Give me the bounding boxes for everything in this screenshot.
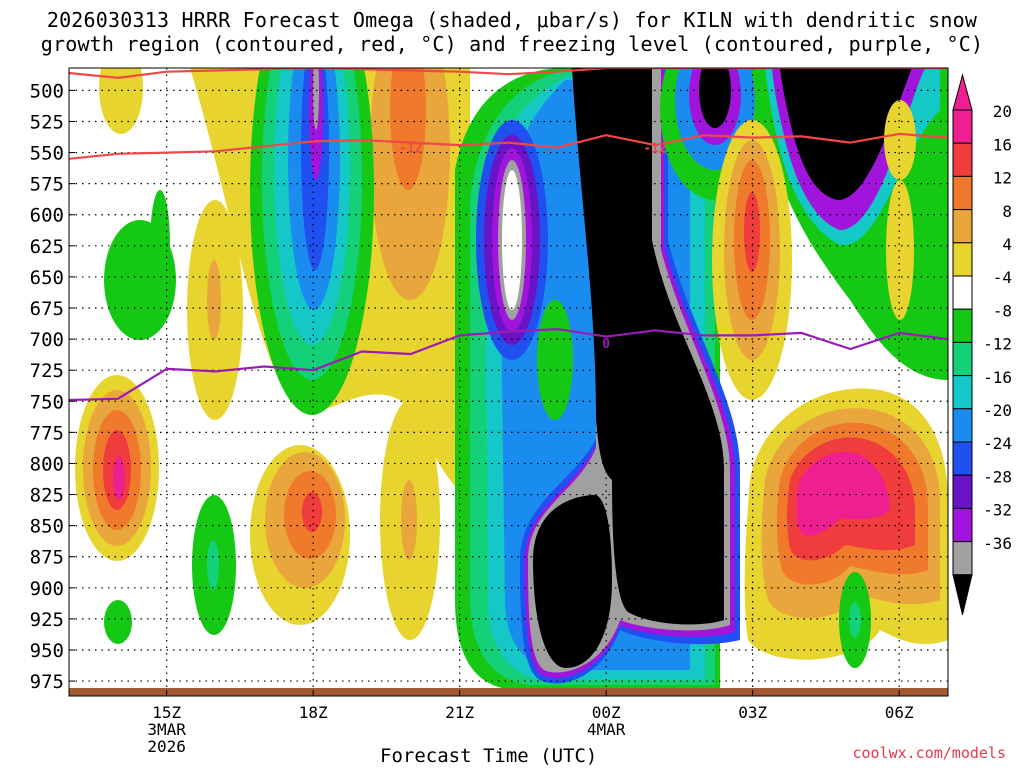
y-tick-label: 600 <box>30 205 64 227</box>
contour-lines: -12 -12 0 <box>69 68 948 402</box>
x-tick-sublabel: 3MAR <box>147 720 186 739</box>
colorbar-over-triangle <box>952 73 973 111</box>
contour-label: -12 <box>399 142 422 157</box>
y-tick-label: 850 <box>30 516 64 538</box>
ground-terrain <box>69 688 948 696</box>
grid-lines <box>69 68 948 696</box>
y-tick-label: 875 <box>30 547 64 569</box>
y-tick-label: 925 <box>30 609 64 631</box>
y-tick-label: 550 <box>30 143 64 165</box>
y-tick-label: 700 <box>30 329 64 351</box>
colorbar-band <box>952 142 973 177</box>
x-tick-label: 00Z <box>592 703 621 722</box>
colorbar-band <box>952 308 973 343</box>
x-tick-label: 06Z <box>885 703 914 722</box>
colorbar-band <box>952 441 973 476</box>
contour-label: 0 <box>602 337 610 352</box>
colorbar-label: -24 <box>983 434 1012 453</box>
colorbar-label: -32 <box>983 501 1012 520</box>
colorbar-band <box>952 275 973 310</box>
y-tick-label: 575 <box>30 174 64 196</box>
colorbar-label: -4 <box>993 268 1012 287</box>
colorbar-label: 4 <box>1002 235 1012 254</box>
x-tick-label: 21Z <box>445 703 474 722</box>
x-tick-label: 15Z <box>152 703 181 722</box>
colorbar-band <box>952 242 973 277</box>
chart-title-line-1: 2026030313 HRRR Forecast Omega (shaded, … <box>46 8 978 32</box>
y-tick-label: 725 <box>30 360 64 382</box>
y-tick-label: 525 <box>30 111 64 133</box>
colorbar-label: 16 <box>993 135 1012 154</box>
colorbar-label: 12 <box>993 169 1012 188</box>
y-tick-label: 975 <box>30 671 64 693</box>
colorbar-label: -12 <box>983 335 1012 354</box>
y-tick-label: 950 <box>30 640 64 662</box>
x-tick-sublabel: 2026 <box>147 737 186 756</box>
plot-frame <box>68 67 949 697</box>
colorbar-label: 8 <box>1002 202 1012 221</box>
colorbar-label: -36 <box>983 534 1012 553</box>
contour-line-series-0 <box>69 132 948 160</box>
x-tick-sublabel: 4MAR <box>587 720 626 739</box>
x-tick-label: 03Z <box>738 703 767 722</box>
y-axis: 500 525 550 575 600 625 650 675 700 725 750 775 800 8… <box>30 80 75 693</box>
colorbar-band <box>952 408 973 443</box>
colorbar-band <box>952 209 973 244</box>
y-tick-label: 800 <box>30 453 64 475</box>
plot-area: -12 -12 0 <box>68 67 949 697</box>
y-tick-label: 500 <box>30 80 64 102</box>
colorbar-band <box>952 175 973 211</box>
y-tick-label: 650 <box>30 267 64 289</box>
colorbar-label: -20 <box>983 401 1012 420</box>
colorbar-band <box>952 474 973 509</box>
x-tick-label: 18Z <box>299 703 328 722</box>
contour-line-series-1 <box>69 68 948 80</box>
colorbar-label: -28 <box>983 467 1012 486</box>
colorbar: 20 16 12 8 4 -4 -8 -12 -16 -20 -24 -28 -32 -36 <box>952 73 1012 615</box>
colorbar-label: 20 <box>993 102 1012 121</box>
y-tick-label: 775 <box>30 422 64 444</box>
omega-shading <box>75 68 948 690</box>
colorbar-band <box>952 541 973 576</box>
colorbar-band <box>952 109 973 144</box>
colorbar-label: -16 <box>983 368 1012 387</box>
colorbar-band <box>952 341 973 377</box>
x-axis-title: Forecast Time (UTC) <box>380 745 598 767</box>
colorbar-under-triangle <box>952 574 973 615</box>
colorbar-band <box>952 507 973 543</box>
contour-line-series-2 <box>69 328 948 402</box>
colorbar-label: -8 <box>993 301 1012 320</box>
y-tick-label: 900 <box>30 578 64 600</box>
y-tick-label: 750 <box>30 391 64 413</box>
chart-title-line-2: growth region (contoured, red, °C) and f… <box>40 32 984 56</box>
y-tick-label: 825 <box>30 485 64 507</box>
contour-label: -12 <box>643 142 666 157</box>
y-tick-label: 675 <box>30 298 64 320</box>
y-tick-label: 625 <box>30 236 64 258</box>
colorbar-band <box>952 375 973 410</box>
credit-link[interactable]: coolwx.com/models <box>852 744 1006 762</box>
